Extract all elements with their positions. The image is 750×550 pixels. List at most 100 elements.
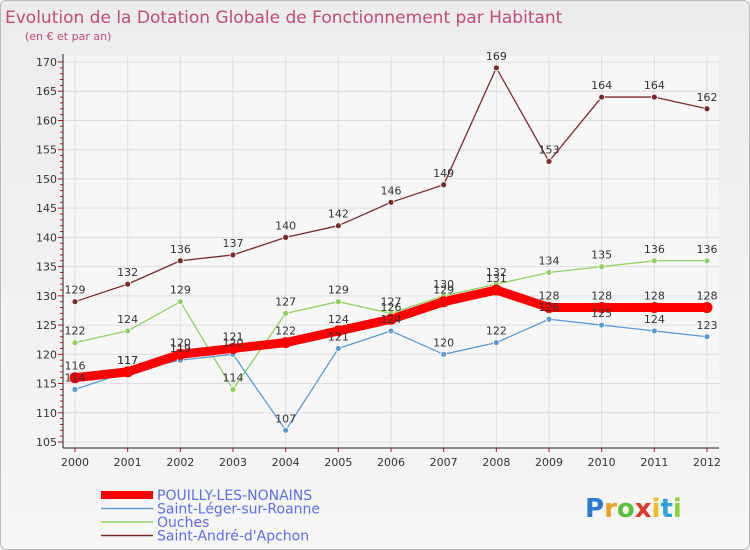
data-point [650, 257, 658, 265]
data-label: 137 [223, 237, 244, 250]
y-tick-label: 170 [36, 56, 57, 69]
data-label: 129 [65, 284, 86, 297]
data-label: 122 [486, 325, 507, 338]
data-label: 114 [65, 371, 86, 384]
data-point [596, 302, 608, 314]
data-point [492, 339, 500, 347]
data-point [438, 296, 450, 308]
data-point [124, 280, 132, 288]
data-point [387, 327, 395, 335]
data-point [124, 327, 132, 335]
y-tick-label: 160 [36, 114, 57, 127]
data-point [492, 64, 500, 72]
data-point [545, 269, 553, 276]
data-label: 140 [275, 219, 296, 232]
data-point [598, 263, 606, 271]
data-point [332, 325, 344, 337]
data-point [648, 302, 660, 314]
data-label: 126 [381, 301, 402, 314]
data-label: 107 [275, 412, 296, 425]
x-tick-label: 2012 [693, 456, 721, 469]
x-tick-label: 2007 [430, 456, 458, 469]
data-label: 129 [433, 284, 454, 297]
x-tick-label: 2006 [377, 456, 405, 469]
data-point [387, 198, 395, 206]
logo-text: Proxiti [585, 494, 682, 524]
legend-label: POUILLY-LES-NONAINS [157, 488, 312, 504]
y-tick-label: 105 [36, 436, 57, 449]
grid [63, 56, 719, 448]
y-tick-label: 125 [36, 319, 57, 332]
legend-label: Ouches [157, 515, 209, 531]
data-label: 120 [223, 336, 244, 349]
data-label: 117 [117, 354, 138, 367]
data-point [334, 345, 342, 352]
data-point [69, 372, 81, 384]
y-tick-label: 120 [36, 348, 57, 361]
data-point [280, 337, 292, 349]
data-label: 169 [486, 50, 507, 63]
data-label: 114 [223, 371, 244, 384]
data-label: 142 [328, 208, 349, 221]
y-tick-label: 115 [36, 378, 57, 391]
data-label: 124 [117, 313, 138, 326]
logo-letter: r [604, 494, 617, 524]
y-tick-label: 165 [36, 85, 57, 98]
data-label: 128 [697, 290, 718, 303]
data-label: 119 [170, 342, 191, 355]
x-tick-label: 2003 [219, 456, 247, 469]
y-tick-label: 110 [36, 407, 57, 420]
data-point [282, 426, 290, 434]
x-tick-label: 2010 [588, 456, 616, 469]
data-label: 153 [539, 143, 560, 156]
data-point [598, 93, 606, 101]
data-point [703, 257, 711, 265]
data-label: 129 [170, 284, 191, 297]
data-label: 125 [591, 307, 612, 320]
x-tick-label: 2001 [114, 456, 142, 469]
data-label: 132 [117, 266, 138, 279]
x-tick-label: 2000 [61, 456, 89, 469]
data-label: 149 [433, 167, 454, 180]
y-tick-label: 135 [36, 261, 57, 274]
x-tick-label: 2005 [324, 456, 352, 469]
data-label: 162 [697, 91, 718, 104]
data-label: 126 [539, 301, 560, 314]
data-label: 136 [644, 243, 665, 256]
data-label: 136 [170, 243, 191, 256]
data-label: 128 [644, 290, 665, 303]
logo-letter: x [635, 494, 652, 524]
x-tick-label: 2011 [640, 456, 668, 469]
data-point [598, 321, 606, 329]
data-label: 164 [591, 79, 612, 92]
data-point [334, 298, 342, 306]
data-point [490, 284, 502, 296]
x-tick-label: 2004 [272, 456, 300, 469]
data-label: 134 [539, 254, 560, 267]
x-tick-label: 2009 [535, 456, 563, 469]
data-point [174, 348, 186, 360]
data-label: 128 [539, 290, 560, 303]
logo-letter: i [652, 494, 661, 524]
legend: POUILLY-LES-NONAINSSaint-Léger-sur-Roann… [101, 488, 320, 545]
data-label: 121 [328, 330, 349, 343]
data-label: 121 [223, 330, 244, 343]
data-point [71, 339, 79, 347]
logo-letter: P [585, 494, 604, 524]
y-tick-label: 145 [36, 202, 57, 215]
data-label: 135 [591, 249, 612, 262]
data-label: 123 [697, 319, 718, 332]
legend-label: Saint-Léger-sur-Roanne [157, 502, 320, 518]
data-point [229, 251, 237, 259]
chart-subtitle: (en € et par an) [25, 30, 111, 43]
data-label: 124 [328, 313, 349, 326]
data-point [545, 315, 553, 323]
data-label: 130 [433, 278, 454, 291]
data-point [703, 105, 711, 113]
y-tick-label: 155 [36, 144, 57, 157]
data-label: 132 [486, 266, 507, 279]
data-point [176, 298, 184, 306]
series-points [69, 64, 713, 434]
data-label: 116 [65, 360, 86, 373]
logo-letter: i [673, 494, 682, 524]
